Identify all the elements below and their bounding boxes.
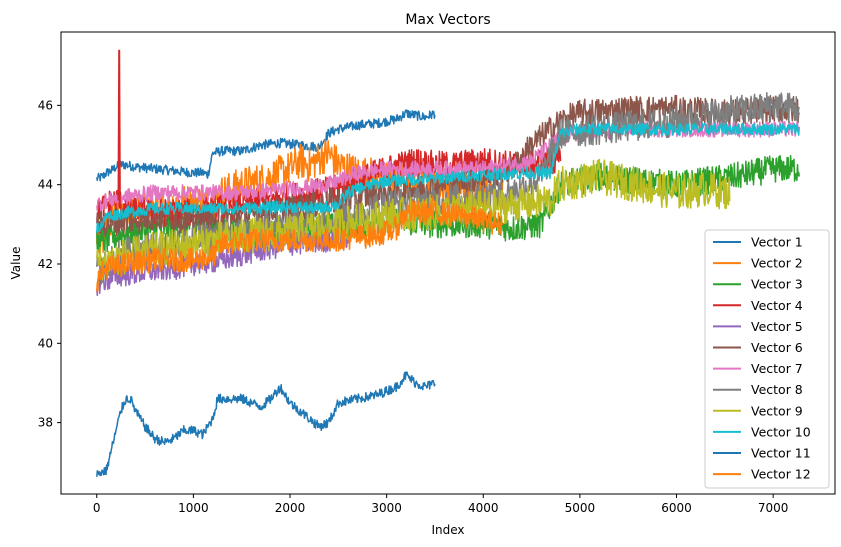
y-axis-title: Value	[9, 247, 23, 280]
x-tick-label: 2000	[275, 501, 306, 515]
legend-label: Vector 1	[751, 235, 803, 250]
legend-box	[704, 229, 830, 489]
x-tick-label: 4000	[468, 501, 499, 515]
chart-title: Max Vectors	[405, 12, 490, 28]
series-line-6	[96, 94, 800, 237]
legend-label: Vector 10	[751, 424, 811, 439]
x-tick-label: 7000	[758, 501, 789, 515]
legend: Vector 1 Vector 2 Vector 3 Vector 4 Vector 5…	[704, 229, 830, 489]
legend-label: Vector 5	[751, 319, 803, 334]
x-axis: 0 1000 2000 3000 4000 5000 6000 7000	[93, 494, 788, 515]
legend-label: Vector 8	[751, 382, 803, 397]
legend-label: Vector 6	[751, 340, 803, 355]
series-layer	[96, 49, 800, 477]
legend-label: Vector 2	[751, 256, 803, 271]
series-line-11	[96, 371, 436, 477]
legend-label: Vector 3	[751, 277, 803, 292]
series-line-4-spike	[117, 49, 121, 205]
y-tick-label: 46	[38, 98, 53, 112]
y-tick-label: 42	[38, 257, 53, 271]
plot-frame	[60, 31, 836, 495]
series-line-10	[96, 122, 800, 233]
y-tick-label: 44	[38, 178, 53, 192]
legend-label: Vector 12	[751, 467, 811, 482]
x-tick-label: 5000	[565, 501, 596, 515]
x-tick-label: 3000	[371, 501, 402, 515]
x-tick-label: 0	[93, 501, 101, 515]
x-tick-label: 1000	[178, 501, 209, 515]
y-tick-label: 40	[38, 336, 53, 350]
series-line-1	[96, 109, 436, 182]
x-axis-title: Index	[431, 523, 464, 537]
y-axis: 38 40 42 44 46	[38, 98, 61, 430]
x-tick-label: 6000	[661, 501, 692, 515]
legend-label: Vector 9	[751, 403, 803, 418]
legend-label: Vector 7	[751, 361, 803, 376]
series-line-12	[96, 200, 504, 292]
y-tick-label: 38	[38, 416, 53, 430]
legend-label: Vector 4	[751, 298, 803, 313]
legend-label: Vector 11	[751, 446, 811, 461]
